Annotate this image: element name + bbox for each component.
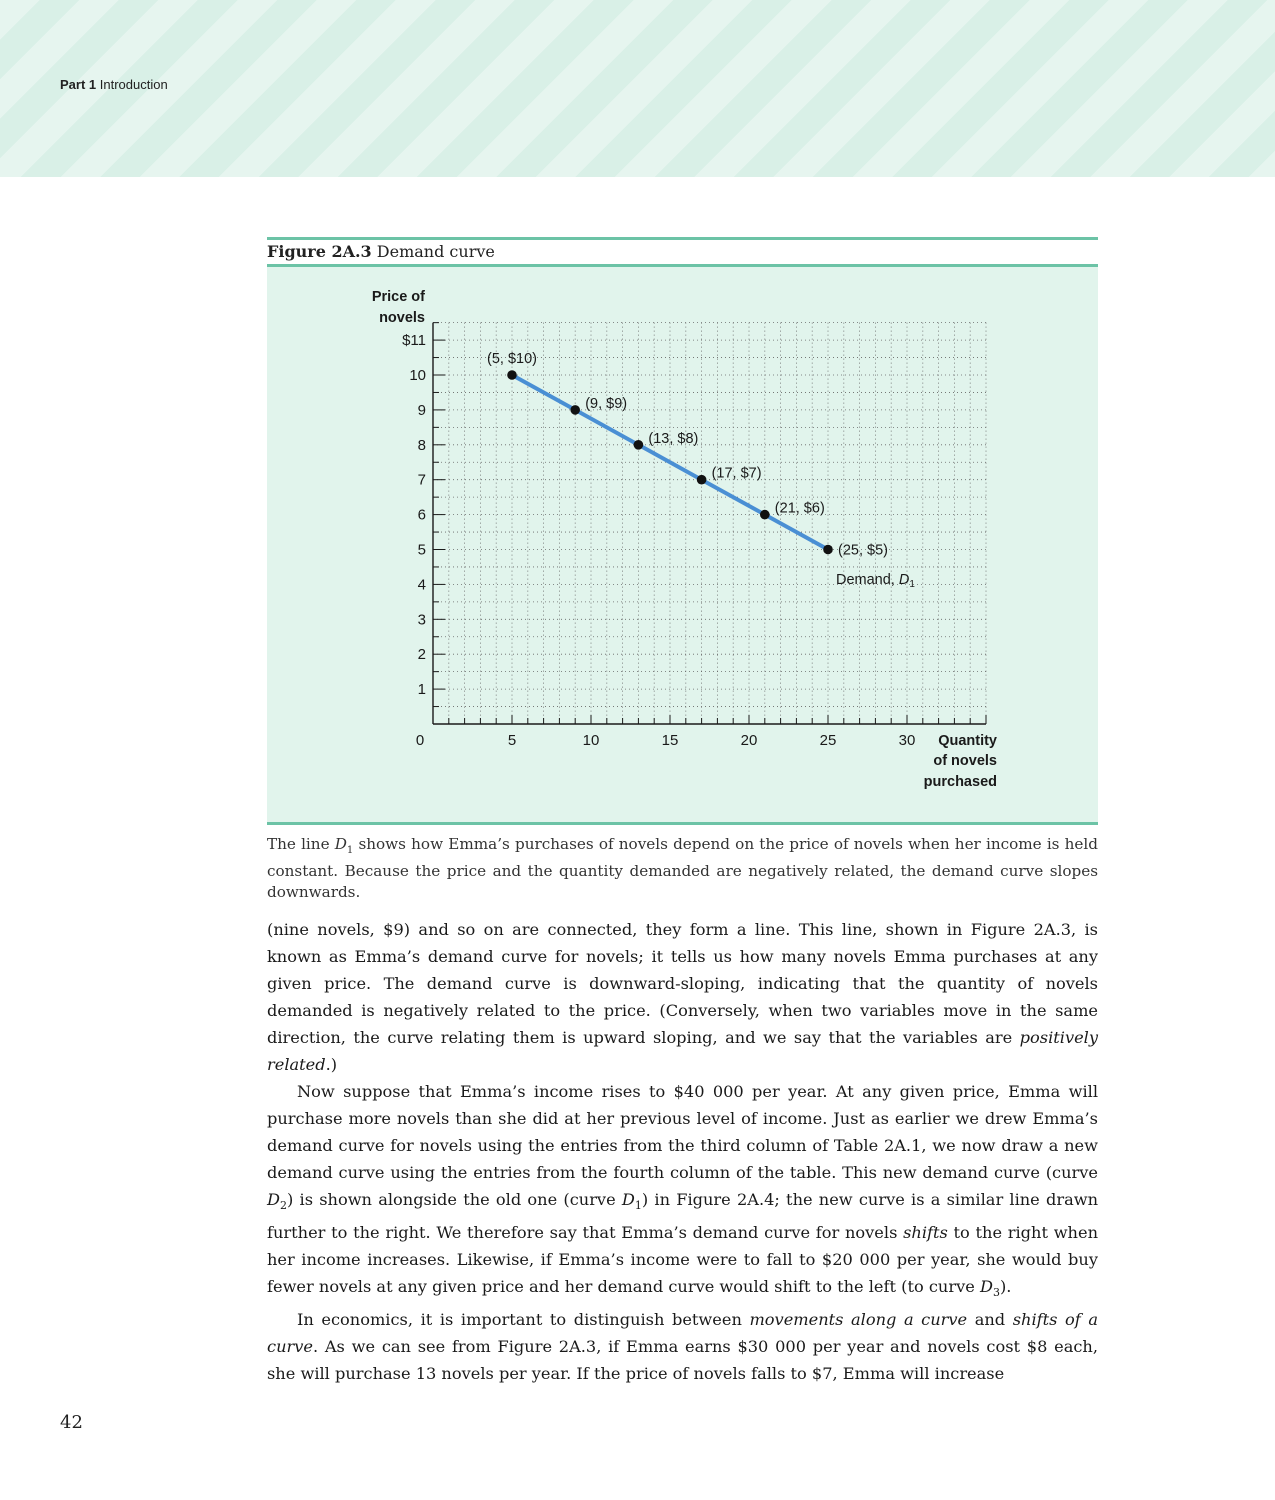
data-point xyxy=(696,474,707,485)
y-tick-label: 3 xyxy=(418,611,426,628)
data-point xyxy=(760,509,770,520)
paragraph-3: In economics, it is important to disting… xyxy=(267,1310,1098,1384)
chart-series: (5, $10) (9, $9) (13, $8) (17, $7) (21, $6) (… xyxy=(487,351,888,559)
figure-note: The line D1 shows how Emma’s purchases o… xyxy=(267,834,1098,903)
chart-axes xyxy=(432,322,986,725)
data-label: (5, $10) xyxy=(487,351,537,367)
data-label: (17, $7) xyxy=(712,466,762,482)
y-tick-label: $11 xyxy=(402,332,426,349)
curve-label-sub: 1 xyxy=(909,579,915,590)
x-axis-label-line-3: purchased xyxy=(924,774,997,790)
section-label: Introduction xyxy=(99,77,168,92)
y-tick-label: 6 xyxy=(418,507,426,524)
note-d: D xyxy=(334,835,347,853)
x-tick-label: 25 xyxy=(820,732,837,749)
figure-number: Figure 2A.3 xyxy=(267,242,372,261)
data-label: (25, $5) xyxy=(838,543,888,559)
page-number: 42 xyxy=(60,1412,83,1433)
origin-label: 0 xyxy=(416,732,424,749)
y-axis-label-line-2: novels xyxy=(379,310,425,326)
figure-title: Figure 2A.3 Demand curve xyxy=(267,241,1098,265)
y-tick-label: 8 xyxy=(418,437,426,454)
paragraph-2: Now suppose that Emma’s income rises to … xyxy=(267,1082,1099,1300)
chart-grid xyxy=(433,322,987,724)
demand-line xyxy=(510,373,830,552)
y-tick-label: 7 xyxy=(418,472,426,489)
data-label: (13, $8) xyxy=(648,431,698,447)
curve-label: Demand, D1 xyxy=(836,572,915,590)
data-point xyxy=(633,440,644,450)
x-tick-label: 5 xyxy=(508,732,516,749)
x-tick-label: 20 xyxy=(741,732,758,749)
x-tick-label: 30 xyxy=(899,732,916,749)
data-label: (9, $9) xyxy=(585,396,627,412)
figure-title-text: Demand curve xyxy=(376,242,495,261)
y-tick-label: 2 xyxy=(418,646,426,663)
y-axis-label-line-1: Price of xyxy=(372,289,425,305)
running-head: Part 1 Introduction xyxy=(60,77,168,92)
data-point xyxy=(570,405,580,415)
paragraph-1: (nine novels, $9) and so on are connecte… xyxy=(267,920,1098,1074)
data-point xyxy=(507,370,517,380)
curve-label-text: Demand, xyxy=(836,572,899,588)
body-text: (nine novels, $9) and so on are connecte… xyxy=(267,916,1098,1387)
note-part-2: shows how Emma’s purchases of novels dep… xyxy=(267,835,1098,902)
figure-top-rule xyxy=(267,237,1098,240)
x-tick-label: 15 xyxy=(662,732,679,749)
y-tick-label: 5 xyxy=(418,542,426,559)
figure-panel xyxy=(267,264,1098,825)
part-label: Part 1 xyxy=(60,77,97,92)
y-tick-label: 1 xyxy=(418,681,426,698)
data-label: (21, $6) xyxy=(775,501,825,517)
note-part-1: The line xyxy=(267,835,335,853)
y-tick-label: 4 xyxy=(418,576,426,593)
curve-label-italic: D xyxy=(899,572,909,588)
y-tick-label: 9 xyxy=(418,402,426,419)
header-band xyxy=(0,0,1275,177)
data-point xyxy=(823,544,833,555)
x-axis-label-line-2: of novels xyxy=(933,753,997,769)
x-tick-label: 10 xyxy=(583,732,600,749)
note-d-sub: 1 xyxy=(346,845,354,857)
y-tick-label: 10 xyxy=(409,367,426,384)
x-axis-label-line-1: Quantity xyxy=(938,733,997,749)
